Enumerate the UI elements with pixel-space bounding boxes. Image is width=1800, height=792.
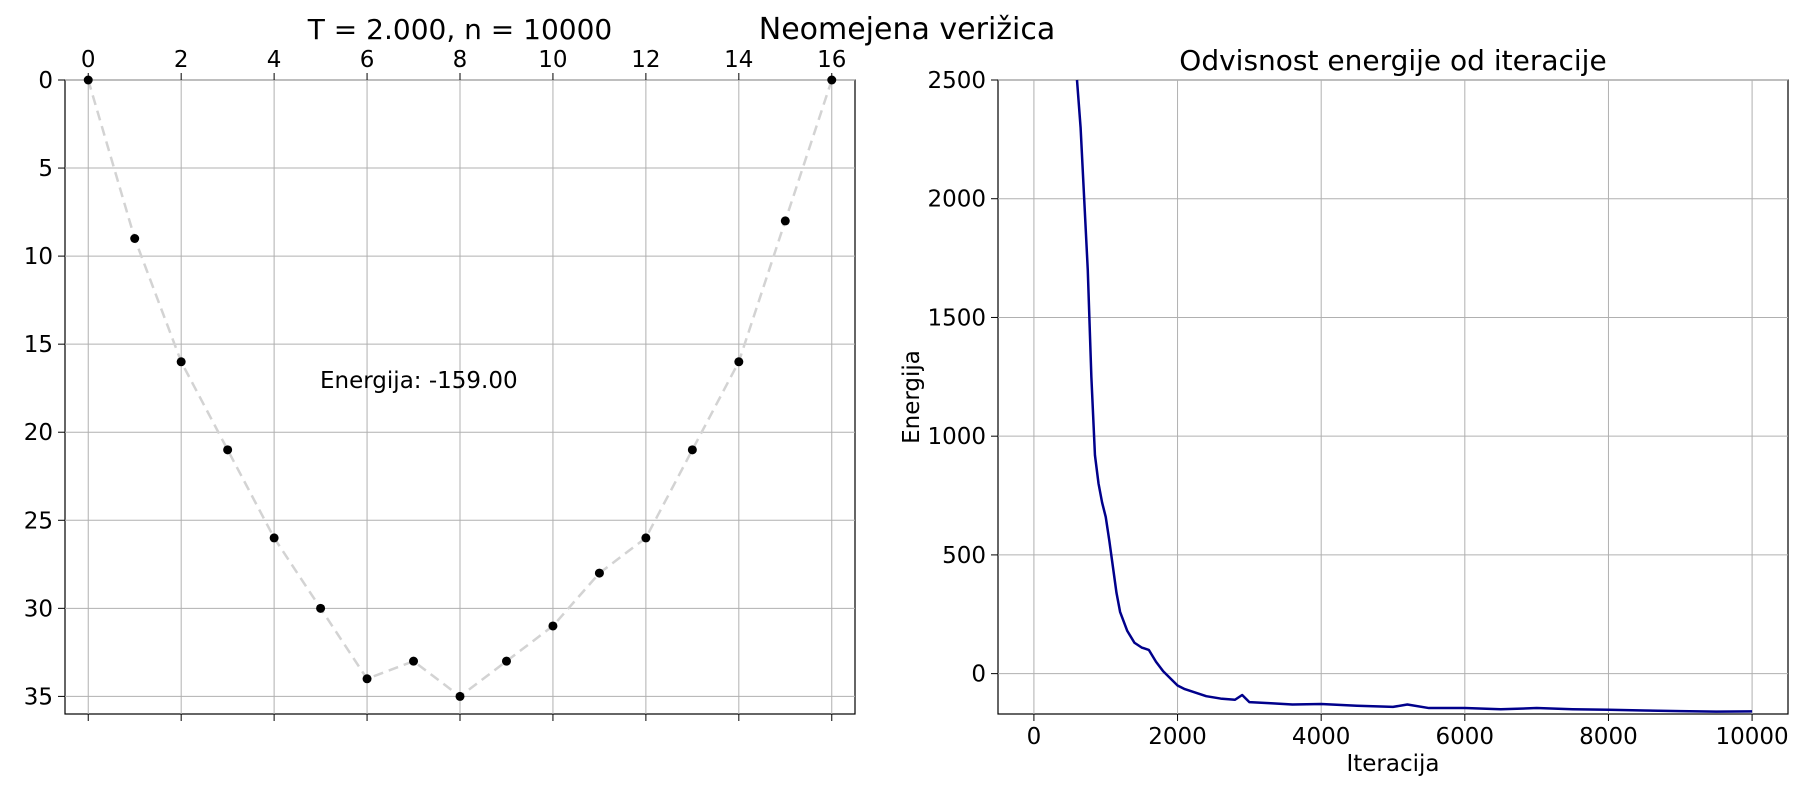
energy-plot-xtick-label: 10000 [1716,724,1789,750]
energy-line [1075,79,1753,713]
chain-plot-xtick-label: 4 [267,47,282,73]
chain-plot-xtick-label: 12 [631,47,660,73]
chain-point [594,568,604,578]
energy-plot-ytick-label: 0 [971,662,986,688]
chain-point [223,445,233,455]
chain-plot-grid [65,79,855,714]
energy-plot-xtick-label: 4000 [1292,724,1351,750]
chain-plot-data [83,75,837,701]
energy-plot-ytick-label: 1500 [927,305,986,331]
energy-plot-xlabel: Iteracija [1346,751,1439,777]
energy-plot-ytick-label: 2500 [927,68,986,94]
chain-plot-ticks: 0 2 4 6 8 10 12 14 16 0 5 10 15 20 25 30 35 [24,47,846,721]
chain-plot-ytick-label: 10 [24,244,53,270]
energy-plot-ytick-label: 500 [942,543,986,569]
chain-plot-xtick-label: 16 [817,47,846,73]
chain-plot-xtick-label: 6 [360,47,375,73]
chain-point [176,357,186,367]
chain-plot-ytick-label: 20 [24,420,53,446]
chain-point [548,621,558,631]
chain-point [641,533,651,543]
figure-suptitle: Neomejena verižica [759,12,1056,47]
energy-plot-frame [997,79,1789,715]
chain-point [687,445,697,455]
chain-plot-ytick-label: 35 [24,684,53,710]
energy-plot-panel: 0 2000 4000 6000 8000 10000 0 500 1000 1500 2000 25… [899,44,1789,777]
chain-plot-title: T = 2.000, n = 10000 [307,13,612,46]
energy-plot-xtick-label: 0 [1027,724,1042,750]
chain-point [83,75,93,85]
chain-plot-ytick-label: 25 [24,508,53,534]
energy-plot-data [1075,79,1753,713]
energy-plot-ylabel: Energija [899,350,925,444]
chain-point [362,674,372,684]
chain-plot-xtick-label: 0 [81,47,96,73]
chain-point [780,216,790,226]
chain-point [316,603,326,613]
energy-plot-title: Odvisnost energije od iteracije [1179,44,1606,77]
chain-plot-xtick-label: 14 [724,47,753,73]
chain-point [409,656,419,666]
energy-plot-ytick-label: 2000 [927,187,986,213]
energy-plot-xtick-label: 8000 [1579,724,1638,750]
energy-plot-xtick-label: 2000 [1148,724,1207,750]
chain-point [827,75,837,85]
chain-plot-ytick-label: 0 [38,68,53,94]
chain-plot-xtick-label: 2 [174,47,189,73]
chain-point [501,656,511,666]
chain-plot-xtick-label: 10 [538,47,567,73]
chain-plot-ytick-label: 15 [24,332,53,358]
energy-plot-xtick-label: 6000 [1436,724,1495,750]
chain-point [130,234,140,243]
chain-plot-ytick-label: 5 [38,156,53,182]
energy-plot-grid [998,79,1788,714]
chain-point [734,357,744,367]
chain-point [269,533,279,543]
chain-plot-ytick-label: 30 [24,596,53,622]
energy-plot-ytick-label: 1000 [927,424,986,450]
chain-plot-xtick-label: 8 [453,47,468,73]
chain-plot-panel: 0 2 4 6 8 10 12 14 16 0 5 10 15 20 25 30 35 T = 2.000, n… [24,13,856,721]
chain-point [455,691,465,701]
energy-plot-ticks: 0 2000 4000 6000 8000 10000 0 500 1000 1500 2000 25… [927,68,1788,750]
energy-annotation: Energija: -159.00 [320,368,518,394]
